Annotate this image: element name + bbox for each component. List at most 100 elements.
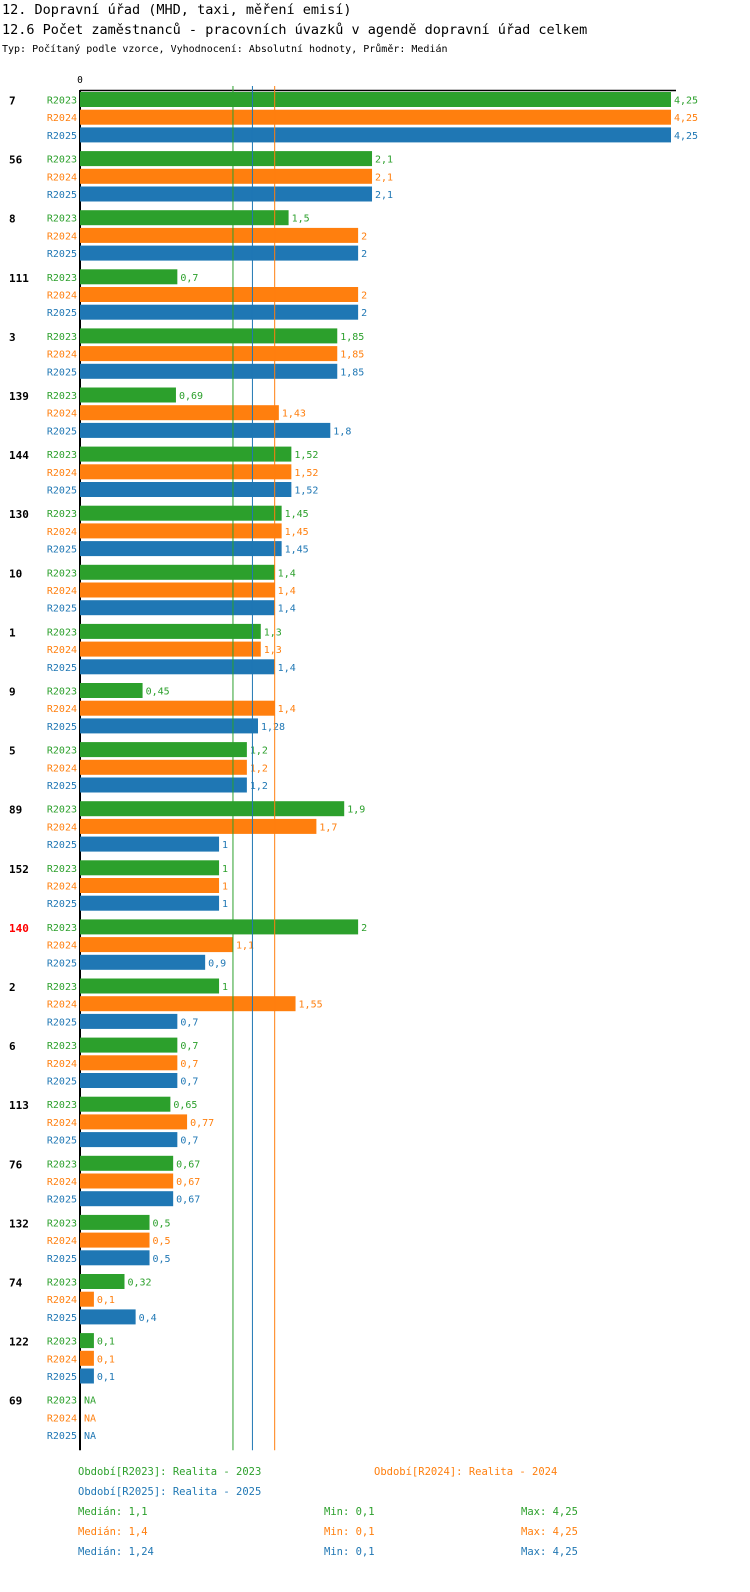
series-label: R2024 [47,231,77,242]
series-label: R2025 [47,1431,77,1442]
series-label: R2025 [47,426,77,437]
value-label: 1,9 [347,805,365,816]
bar-r2023 [80,742,247,758]
value-label: 1,3 [264,645,282,656]
series-label: R2024 [47,1354,77,1365]
series-label: R2023 [47,155,77,166]
series-label: R2024 [47,941,77,952]
bar-r2023 [80,860,220,876]
series-label: R2024 [47,468,77,479]
bar-r2024 [80,227,359,243]
value-label: 0,1 [97,1354,115,1365]
value-label: 0,7 [180,273,198,284]
category-label: 2 [9,981,16,994]
series-label: R2025 [47,840,77,851]
bar-r2024 [80,700,275,716]
value-label: 1,85 [340,367,364,378]
bar-r2025 [80,1368,94,1384]
value-label: 1,45 [285,545,309,556]
bar-r2024 [80,523,282,539]
series-label: R2024 [47,291,77,302]
series-label: R2023 [47,391,77,402]
series-label: R2025 [47,486,77,497]
category-label: 139 [9,390,29,403]
value-label: 0,1 [97,1372,115,1383]
value-label: 0,4 [139,1313,157,1324]
series-label: R2024 [47,1118,77,1129]
value-label: 1,43 [282,409,306,420]
bar-r2023 [80,564,275,580]
series-label: R2025 [47,663,77,674]
value-label: 0,1 [97,1337,115,1348]
series-label: R2024 [47,882,77,893]
bar-r2023 [80,683,143,698]
series-label: R2025 [47,545,77,556]
category-label: 9 [9,686,16,699]
value-label: 2,1 [375,172,393,183]
bar-r2024 [80,109,671,125]
value-label: 2 [361,249,367,260]
series-label: R2023 [47,509,77,520]
series-label: R2025 [47,1136,77,1147]
value-label: 1 [222,982,228,993]
category-label: 69 [9,1395,22,1408]
category-label: 1 [9,626,16,639]
category-label: 8 [9,213,16,226]
category-label: 5 [9,745,16,758]
value-label: 2,1 [375,155,393,166]
bar-r2025 [80,127,671,143]
category-label: 132 [9,1217,29,1230]
bar-r2025 [80,600,275,616]
category-label: 140 [9,922,29,935]
bar-r2025 [80,245,359,261]
value-label: 4,25 [674,96,698,107]
value-label: 0,32 [127,1278,151,1289]
value-label: 1,4 [278,704,296,715]
series-label: R2025 [47,1077,77,1088]
series-label: R2023 [47,450,77,461]
legend-r2024: Období[R2024]: Realita - 2024 [374,1466,558,1478]
value-label: 1,2 [250,763,268,774]
category-label: 3 [9,331,16,344]
series-label: R2025 [47,249,77,260]
series-label: R2024 [47,113,77,124]
series-label: R2024 [47,409,77,420]
value-label: 0,7 [180,1017,198,1028]
series-label: R2023 [47,96,77,107]
bar-r2023 [80,623,261,639]
value-label: 2 [361,231,367,242]
bar-r2023 [80,328,338,344]
series-label: R2024 [47,1000,77,1011]
value-label: NA [84,1396,96,1407]
bar-r2024 [80,1173,174,1189]
category-label: 74 [9,1277,23,1290]
series-label: R2024 [47,822,77,833]
series-label: R2024 [47,350,77,361]
stat-median-r2024: Medián: 1,4 [78,1526,148,1538]
value-label: 1,4 [278,568,296,579]
value-label: 0,69 [179,391,203,402]
value-label: 1,5 [292,214,310,225]
bar-r2024 [80,1232,150,1248]
category-label: 89 [9,804,22,817]
bar-r2024 [80,346,338,362]
bar-r2023 [80,1333,94,1349]
series-label: R2025 [47,1017,77,1028]
stat-max-r2023: Max: 4,25 [521,1506,578,1518]
value-label: 1 [222,864,228,875]
value-label: 2 [361,923,367,934]
series-label: R2023 [47,1396,77,1407]
series-label: R2025 [47,1195,77,1206]
series-label: R2025 [47,1372,77,1383]
value-label: 0,67 [176,1159,200,1170]
series-label: R2023 [47,805,77,816]
series-label: R2025 [47,190,77,201]
bar-r2025 [80,186,373,202]
bar-r2025 [80,659,275,675]
bar-r2023 [80,210,289,226]
value-label: 1,52 [294,486,318,497]
bar-r2024 [80,1114,188,1130]
value-label: 0,5 [153,1254,171,1265]
bar-r2025 [80,1013,178,1029]
bar-r2025 [80,836,220,852]
